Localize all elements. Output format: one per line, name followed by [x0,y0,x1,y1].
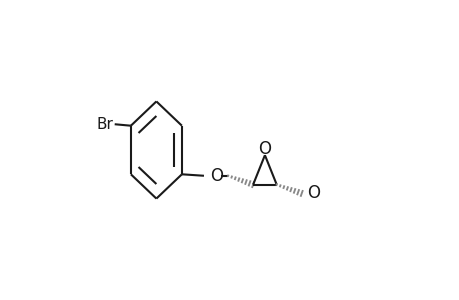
Text: O: O [258,140,271,158]
Text: O: O [209,167,222,185]
Text: Br: Br [96,117,113,132]
Text: O: O [306,184,319,202]
